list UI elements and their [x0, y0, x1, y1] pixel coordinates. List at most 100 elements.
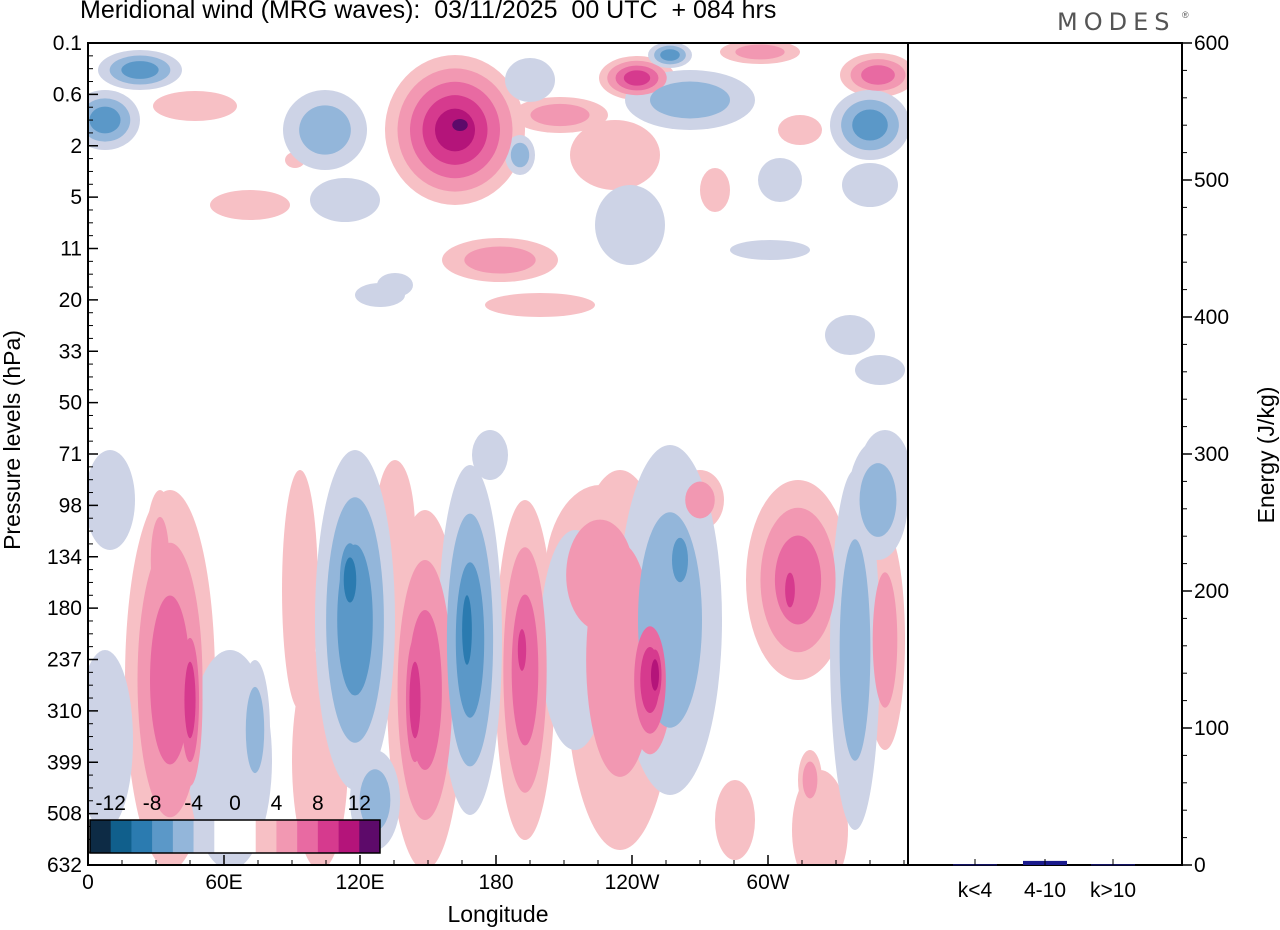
y-tick-label: 237	[47, 649, 82, 672]
y-tick-label: 180	[47, 597, 82, 620]
wind-contour	[282, 470, 318, 710]
energy-category-label: k<4	[958, 879, 993, 902]
colorbar-cell	[276, 820, 298, 853]
wind-contour	[651, 659, 659, 691]
colorbar-cell	[214, 820, 236, 853]
wind-contour	[660, 49, 680, 61]
wind-contour	[88, 650, 133, 830]
wind-contour	[700, 168, 730, 212]
wind-contour	[842, 163, 898, 207]
colorbar-cell	[90, 820, 112, 853]
modes-logo: MODES	[1057, 8, 1176, 36]
energy-tick-label: 400	[1194, 306, 1229, 329]
wind-contour	[245, 686, 265, 774]
colorbar-cell	[110, 820, 132, 853]
x-tick-label: 60W	[746, 871, 789, 894]
wind-contour	[472, 430, 508, 480]
colorbar-cell	[172, 820, 194, 853]
energy-tick-label: 100	[1194, 717, 1229, 740]
energy-category-label: 4-10	[1024, 879, 1066, 902]
wind-contour	[872, 572, 898, 708]
wind-contour	[758, 158, 802, 202]
wind-contour	[153, 91, 237, 121]
y-tick-label: 50	[59, 392, 82, 415]
energy-frame	[907, 42, 1183, 866]
wind-contour	[89, 106, 121, 134]
y-tick-label: 632	[47, 854, 82, 877]
energy-tick-label: 600	[1194, 32, 1229, 55]
energy-axis-label: Energy (J/kg)	[1253, 387, 1279, 524]
wind-contour	[343, 557, 357, 603]
y-tick-label: 33	[59, 340, 82, 363]
x-tick-label: 180	[478, 871, 513, 894]
wind-contour	[595, 185, 665, 265]
energy-panel	[907, 42, 1183, 866]
wind-contour	[485, 293, 595, 317]
wind-contour	[510, 142, 530, 168]
wind-contour	[184, 661, 196, 739]
pressure-axis: 0.1 0.6 2 5 11 20 33 50 71 98 134 180 237 310 399 508 63…	[47, 32, 98, 877]
y-tick-label: 2	[70, 135, 82, 158]
wind-contour	[650, 81, 730, 119]
colorbar-cell	[317, 820, 339, 853]
x-tick-label: 60E	[205, 871, 242, 894]
heatmap-panel	[87, 42, 909, 866]
wind-contour	[855, 355, 905, 385]
wind-contour	[530, 103, 590, 127]
wind-contour	[715, 780, 755, 860]
x-tick-label: 120E	[335, 871, 384, 894]
energy-axis: 0 100 200 300 400 500 600	[1182, 32, 1229, 877]
colorbar-cell	[152, 820, 174, 853]
colorbar-cell	[359, 820, 381, 853]
wind-contour	[730, 240, 810, 260]
colorbar-label: 4	[271, 792, 283, 815]
colorbar-label: -12	[96, 792, 126, 815]
x-tick-label: 120W	[605, 871, 660, 894]
colorbar: -12 -8 -4 0 4 8 12	[89, 792, 381, 854]
y-tick-label: 71	[59, 443, 82, 466]
y-tick-label: 508	[47, 803, 82, 826]
wind-contour	[785, 572, 795, 608]
y-tick-label: 98	[59, 494, 82, 517]
wind-contour	[505, 58, 555, 102]
wind-contour	[570, 120, 660, 190]
wind-contour	[210, 190, 290, 220]
wind-contour	[802, 761, 818, 799]
wind-contour	[735, 44, 785, 60]
colorbar-cell	[338, 820, 360, 853]
wind-contour	[299, 105, 351, 155]
colorbar-cell	[193, 820, 215, 853]
energy-tick-label: 0	[1194, 854, 1206, 877]
wind-contours	[88, 43, 908, 865]
colorbar-label: -4	[184, 792, 203, 815]
wind-contour	[150, 595, 190, 765]
wind-contour	[517, 629, 527, 671]
colorbar-label: 8	[312, 792, 324, 815]
wind-contour	[150, 516, 170, 604]
wind-contour	[672, 537, 688, 583]
energy-tick-label: 300	[1194, 443, 1229, 466]
y-tick-label: 5	[70, 186, 82, 209]
y-tick-label: 11	[60, 238, 82, 261]
longitude-axis: 0 60E 120E 180 120W 60W	[82, 855, 905, 894]
energy-bars	[953, 860, 1135, 866]
wind-contour	[778, 115, 822, 145]
wind-contour	[88, 450, 135, 550]
colorbar-label: -8	[143, 792, 162, 815]
y-tick-label: 399	[47, 751, 82, 774]
registered-mark: ®	[1182, 10, 1189, 20]
wind-contour	[685, 481, 715, 519]
colorbar-cell	[297, 820, 319, 853]
y-tick-label: 0.6	[53, 83, 82, 106]
wind-contour	[623, 70, 651, 86]
energy-category-label: k>10	[1090, 879, 1136, 902]
wind-contour	[852, 109, 888, 141]
y-tick-label: 20	[59, 289, 82, 312]
energy-tick-label: 500	[1194, 169, 1229, 192]
wind-contour	[452, 118, 468, 132]
colorbar-label: 0	[229, 792, 241, 815]
colorbar-frame	[89, 819, 381, 854]
chart-title: Meridional wind (MRG waves): 03/11/2025 …	[80, 0, 777, 24]
colorbar-label: 12	[348, 792, 371, 815]
